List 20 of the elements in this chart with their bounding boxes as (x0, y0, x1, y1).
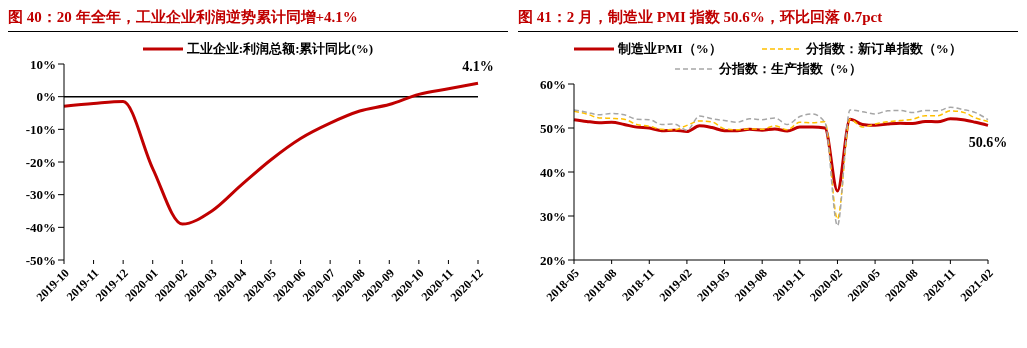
annotation: 50.6% (968, 135, 1008, 151)
legend-label: 分指数：新订单指数（%） (805, 40, 962, 58)
annotation: 4.1% (462, 59, 494, 75)
y-tick-label: 20% (540, 252, 566, 268)
y-tick-label: -20% (25, 154, 56, 170)
chart-title: 图 41：2 月，制造业 PMI 指数 50.6%，环比回落 0.7pct (518, 8, 1018, 32)
y-tick-label: 10% (30, 56, 56, 72)
y-tick-label: 60% (540, 76, 566, 92)
y-tick-label: -40% (25, 219, 56, 235)
legend-label: 分指数：生产指数（%） (718, 60, 862, 78)
chart-title: 图 40：20 年全年，工业企业利润逆势累计同增+4.1% (8, 8, 508, 32)
legend-label: 制造业PMI（%） (618, 40, 722, 58)
y-tick-label: -50% (25, 252, 56, 268)
y-tick-label: -30% (25, 187, 56, 203)
y-tick-label: 50% (540, 120, 566, 136)
y-tick-label: -10% (25, 121, 56, 137)
y-tick-label: 0% (36, 89, 56, 105)
y-tick-label: 30% (540, 208, 566, 224)
legend-label: 工业企业:利润总额:累计同比(%) (186, 40, 374, 58)
y-tick-label: 40% (540, 164, 566, 180)
